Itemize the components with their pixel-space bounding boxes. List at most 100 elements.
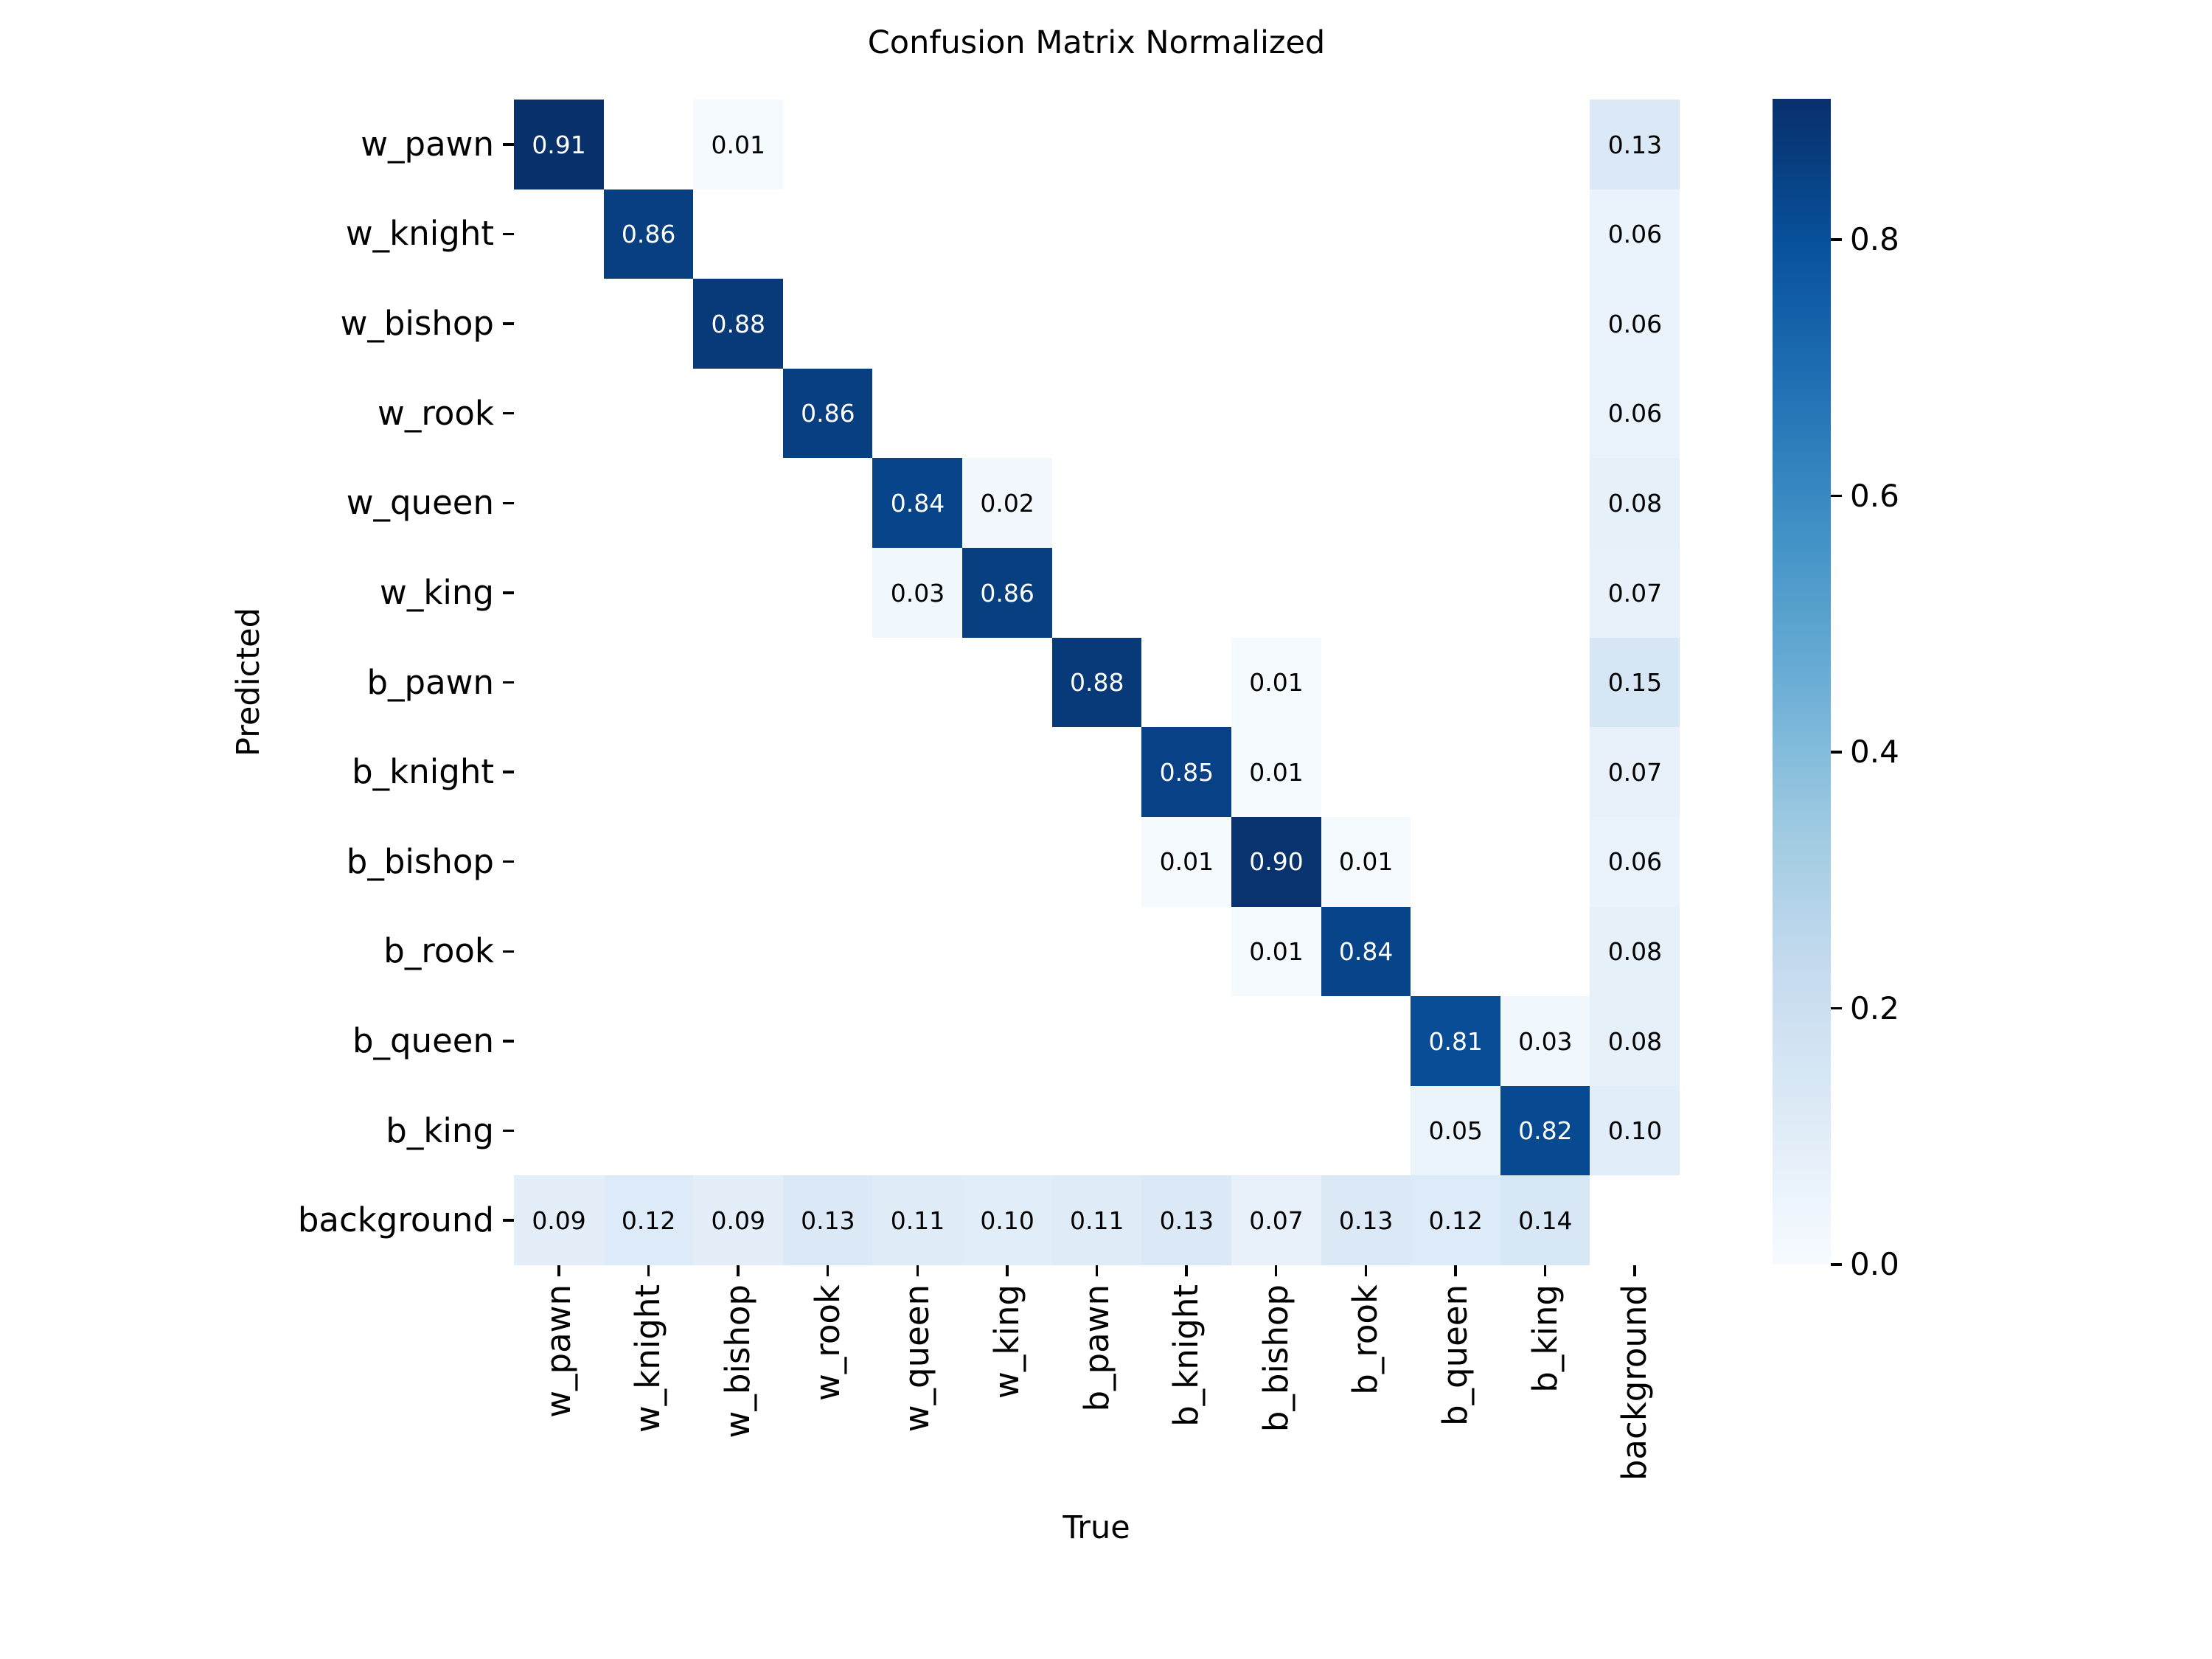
heatmap-cell (782, 727, 873, 818)
heatmap-cell (872, 727, 963, 818)
heatmap-cell (1411, 368, 1501, 459)
heatmap-cell: 0.01 (693, 100, 784, 190)
heatmap-cell (603, 1085, 694, 1176)
cell-value: 0.13 (1338, 1206, 1394, 1235)
heatmap-cell (693, 1085, 784, 1176)
x-tick-label: b_queen (1435, 1284, 1475, 1427)
heatmap-cell: 0.05 (1411, 1085, 1501, 1176)
cell-value: 0.07 (1249, 1206, 1304, 1235)
heatmap-cell (1500, 368, 1590, 459)
y-tick-mark (503, 143, 514, 146)
colorbar-tick-label: 0.4 (1850, 734, 1899, 771)
heatmap-cell: 0.84 (1321, 906, 1411, 997)
heatmap-cell: 0.01 (1321, 816, 1411, 908)
heatmap-cell (962, 279, 1053, 369)
heatmap-cell (962, 368, 1053, 459)
heatmap-cell (514, 996, 605, 1087)
heatmap-cell: 0.08 (1590, 996, 1680, 1087)
x-tick-label: w_bishop (718, 1284, 758, 1439)
cell-value: 0.10 (980, 1206, 1034, 1235)
heatmap-cell (514, 368, 605, 459)
heatmap-cell (1590, 1175, 1680, 1266)
heatmap-cell: 0.86 (962, 548, 1053, 639)
heatmap-cell: 0.11 (872, 1175, 963, 1266)
y-tick-label: w_bishop (340, 304, 494, 344)
heatmap-cell: 0.91 (514, 100, 605, 190)
heatmap-cell (962, 906, 1053, 997)
heatmap-cell: 0.08 (1590, 458, 1680, 549)
heatmap-cell: 0.03 (872, 548, 963, 639)
y-tick-mark (503, 771, 514, 773)
heatmap-cell (1500, 906, 1590, 997)
x-tick-label: w_pawn (538, 1284, 578, 1418)
heatmap-cell: 0.06 (1590, 279, 1680, 369)
heatmap-cell (603, 548, 694, 639)
heatmap-cell (962, 996, 1053, 1087)
cell-value: 0.08 (1607, 937, 1663, 967)
heatmap-cell: 0.09 (514, 1175, 605, 1266)
heatmap-cell: 0.06 (1590, 189, 1680, 279)
heatmap-cell (872, 1085, 963, 1176)
heatmap-cell: 0.13 (1590, 100, 1680, 190)
heatmap-cell (1500, 189, 1590, 279)
heatmap-cell: 0.12 (603, 1175, 694, 1266)
y-tick-mark (503, 1040, 514, 1043)
heatmap-cell (1321, 637, 1411, 728)
heatmap-cell (1411, 458, 1501, 549)
y-tick-mark (503, 501, 514, 505)
heatmap-cell (872, 279, 963, 369)
x-tick-label: b_king (1525, 1284, 1565, 1393)
heatmap-cell (1500, 637, 1590, 728)
heatmap-cell (962, 816, 1053, 908)
heatmap-cell: 0.07 (1590, 548, 1680, 639)
cell-value: 0.09 (711, 1206, 766, 1235)
heatmap-cell (1411, 727, 1501, 818)
cell-value: 0.13 (1159, 1206, 1214, 1235)
heatmap-cell (603, 100, 694, 190)
heatmap-cell (1231, 189, 1322, 279)
heatmap-cell (1141, 906, 1232, 997)
heatmap-cell: 0.86 (782, 368, 873, 459)
heatmap-cell (603, 637, 694, 728)
colorbar-tick-label: 0.2 (1850, 990, 1899, 1026)
heatmap-cell (1051, 100, 1142, 190)
cell-value: 0.03 (890, 578, 945, 608)
heatmap-cell: 0.88 (693, 279, 784, 369)
heatmap-cell: 0.03 (1500, 996, 1590, 1087)
heatmap-cell (1321, 727, 1411, 818)
heatmap-cell (782, 548, 873, 639)
heatmap-cell (603, 458, 694, 549)
heatmap-cell (693, 996, 784, 1087)
heatmap-cell (514, 189, 605, 279)
y-tick-label: b_king (386, 1110, 494, 1150)
x-tick-label: background (1615, 1284, 1655, 1481)
colorbar-tick-mark (1831, 1263, 1842, 1266)
heatmap-cell (693, 368, 784, 459)
heatmap-cell (1411, 189, 1501, 279)
cell-value: 0.88 (1070, 668, 1124, 698)
cell-value: 0.01 (1338, 847, 1394, 877)
cell-value: 0.11 (890, 1206, 945, 1235)
heatmap-cell (1051, 548, 1142, 639)
x-tick-mark (1095, 1265, 1099, 1276)
heatmap-cell (1500, 279, 1590, 369)
x-tick-mark (916, 1265, 919, 1276)
cell-value: 0.01 (1249, 937, 1304, 967)
heatmap-cell (1500, 548, 1590, 639)
y-tick-label: background (297, 1200, 494, 1240)
cell-value: 0.86 (980, 578, 1034, 608)
heatmap-cell: 0.01 (1231, 727, 1322, 818)
heatmap-cell: 0.82 (1500, 1085, 1590, 1176)
heatmap-cell (1141, 548, 1232, 639)
cell-value: 0.15 (1607, 668, 1663, 698)
heatmap-cell (603, 816, 694, 908)
heatmap-cell (1051, 1085, 1142, 1176)
colorbar-tick-label: 0.8 (1850, 221, 1899, 258)
heatmap-cell (962, 100, 1053, 190)
heatmap-cell: 0.11 (1051, 1175, 1142, 1266)
heatmap-cell (782, 906, 873, 997)
cell-value: 0.06 (1607, 309, 1663, 338)
x-tick-mark (1633, 1265, 1636, 1276)
cell-value: 0.01 (1249, 757, 1304, 787)
